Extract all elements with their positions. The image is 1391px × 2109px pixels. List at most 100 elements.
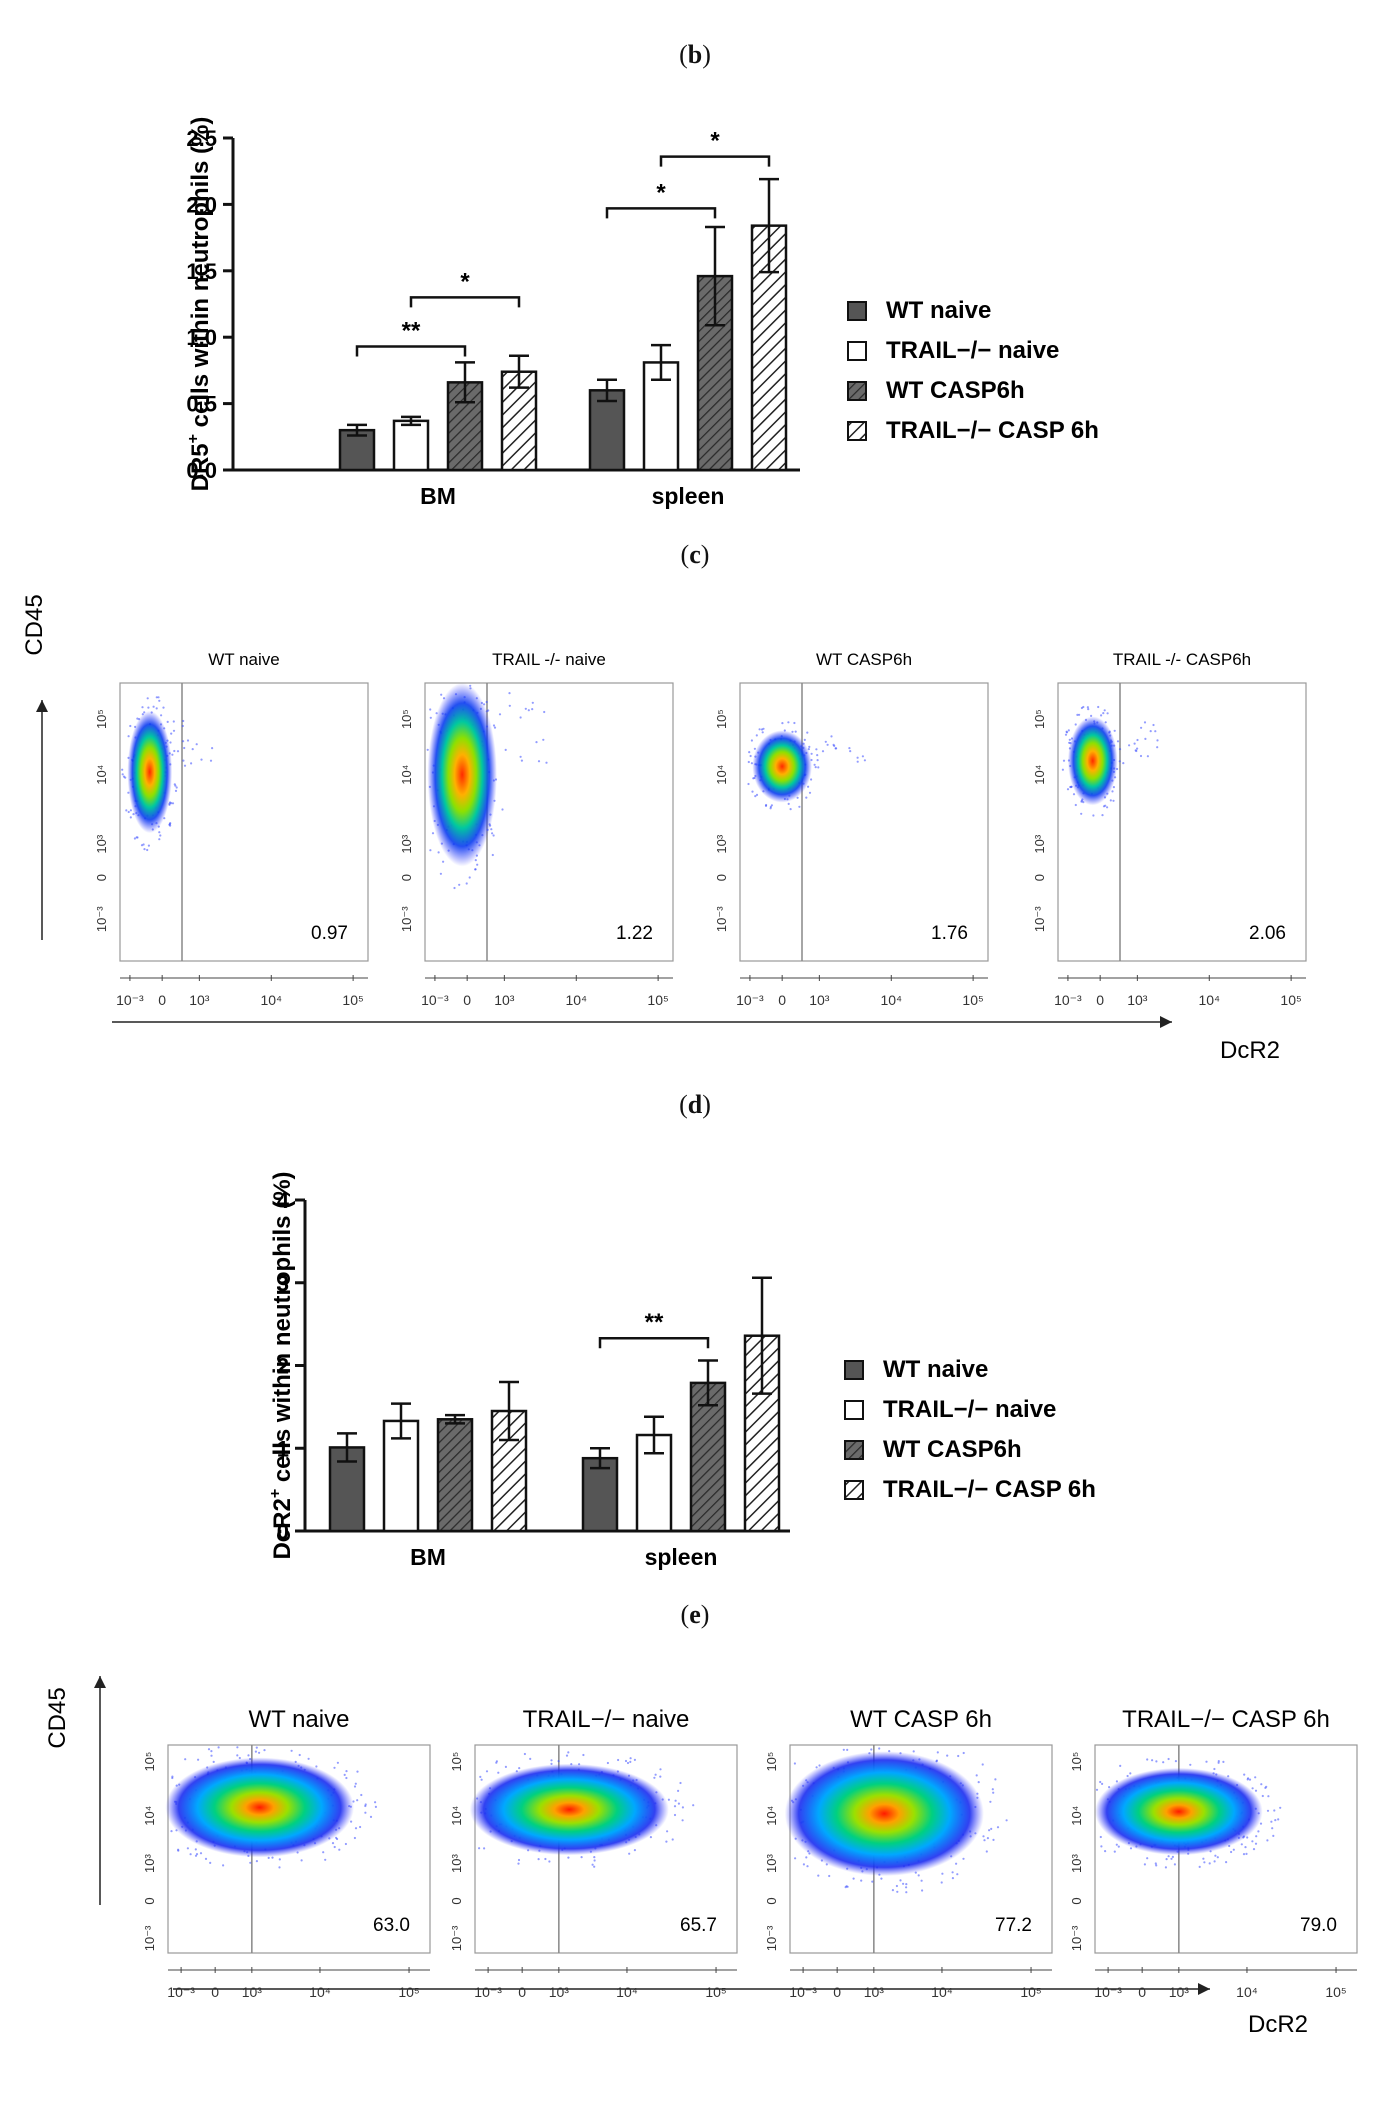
event-dot	[190, 762, 193, 765]
event-dot	[1111, 790, 1114, 793]
gate-percentage: 79.0	[1300, 1915, 1337, 1936]
event-dot	[1122, 762, 1125, 765]
event-dot	[793, 721, 796, 725]
event-dot	[1068, 741, 1071, 744]
event-dot	[267, 1856, 270, 1859]
event-dot	[1266, 1839, 1269, 1842]
event-dot	[322, 1851, 325, 1854]
event-dot	[133, 837, 136, 840]
event-dot	[1146, 1758, 1149, 1761]
event-dot	[1203, 1861, 1206, 1864]
event-dot	[344, 1842, 347, 1846]
event-dot	[350, 1820, 353, 1823]
flow-x-tick-label: 10⁻³	[789, 1984, 817, 2000]
event-dot	[1100, 1845, 1103, 1848]
panel-label-c: (c)	[680, 540, 710, 569]
event-dot	[527, 709, 530, 712]
event-dot	[816, 754, 819, 757]
flow-y-tick-label: 10⁻³	[142, 1925, 157, 1951]
event-dot	[848, 747, 851, 750]
event-dot	[129, 809, 132, 812]
event-dot	[856, 756, 859, 759]
y-tick-label: 4	[277, 1188, 290, 1213]
gate-percentage: 77.2	[995, 1915, 1032, 1936]
legend-label: WT CASP6h	[883, 1436, 1022, 1463]
flow-plot: WT CASP6h 1.76 10⁵ 10⁴ 10³ 0 10⁻³ 10⁻³ 0 10³ 10⁴ 10…	[714, 650, 989, 1008]
flow-x-tick-label: 10⁻³	[421, 992, 449, 1008]
event-dot	[197, 1758, 200, 1761]
event-dot	[548, 1860, 551, 1863]
event-dot	[194, 1848, 197, 1851]
flow-plot-frame	[739, 682, 989, 962]
legend-label: TRAIL−/− naive	[883, 1396, 1056, 1423]
event-dot	[1092, 814, 1095, 817]
density-blob	[752, 730, 812, 803]
event-dot	[1279, 1806, 1282, 1809]
event-dot	[824, 740, 827, 743]
event-dot	[905, 1883, 908, 1886]
significance-label: **	[645, 1309, 664, 1336]
flow-y-tick-label: 0	[714, 874, 729, 881]
flow-x-tick-label: 10⁵	[705, 1984, 726, 2000]
panel-label-e: (e)	[680, 1600, 710, 1629]
event-dot	[878, 1747, 881, 1750]
event-dot	[1154, 730, 1157, 733]
event-dot	[1271, 1827, 1274, 1830]
event-dot	[806, 1865, 809, 1868]
event-dot	[487, 709, 490, 712]
event-dot	[498, 713, 502, 716]
flow-y-tick-label: 10³	[142, 1853, 157, 1872]
event-dot	[921, 1889, 924, 1892]
event-dot	[951, 1871, 954, 1874]
event-dot	[896, 1890, 899, 1893]
event-dot	[1080, 812, 1083, 815]
event-dot	[465, 882, 468, 885]
flow-x-tick-label: 0	[463, 992, 471, 1008]
y-tick-label: 2.0	[186, 192, 217, 217]
event-dot	[535, 741, 538, 744]
y-tick-label: 0.5	[186, 392, 217, 417]
event-dot	[769, 805, 773, 809]
event-dot	[146, 697, 149, 700]
event-dot	[160, 714, 163, 717]
event-dot	[1171, 1855, 1174, 1858]
event-dot	[278, 1858, 281, 1861]
y-axis-label: DcR2+ cells within neutrophils (%)	[267, 1171, 296, 1559]
significance-bracket	[409, 296, 521, 308]
event-dot	[1129, 1772, 1132, 1775]
event-dot	[345, 1770, 348, 1773]
event-dot	[816, 759, 819, 762]
event-dot	[170, 1830, 173, 1833]
event-dot	[1118, 748, 1122, 751]
event-dot	[147, 844, 150, 847]
event-dot	[1064, 733, 1068, 736]
event-dot	[183, 746, 186, 750]
event-dot	[158, 838, 161, 841]
event-dot	[557, 1760, 560, 1763]
event-dot	[125, 809, 128, 812]
flow-x-tick-label: 10⁴	[260, 992, 282, 1008]
event-dot	[1146, 1857, 1149, 1860]
event-dot	[479, 1775, 482, 1778]
event-dot	[981, 1763, 984, 1766]
event-dot	[1117, 1845, 1120, 1848]
event-dot	[813, 763, 816, 766]
event-dot	[236, 1746, 239, 1749]
event-dot	[177, 1849, 180, 1852]
event-dot	[172, 720, 175, 723]
flow-x-tick-label: 10⁻³	[167, 1984, 195, 2000]
event-dot	[1248, 1778, 1252, 1781]
event-dot	[946, 1754, 949, 1757]
event-dot	[1086, 706, 1089, 709]
event-dot	[787, 802, 790, 806]
event-dot	[121, 768, 124, 771]
event-dot	[761, 731, 764, 734]
gate-percentage: 65.7	[680, 1915, 717, 1936]
flow-x-tick-label: 10⁵	[1020, 1984, 1041, 2000]
category-label: spleen	[645, 1544, 718, 1570]
legend-label: WT naive	[883, 1356, 988, 1383]
event-dot	[629, 1760, 632, 1763]
flow-x-tick-label: 0	[211, 1984, 219, 2000]
event-dot	[300, 1859, 303, 1862]
flow-y-tick-label: 0	[1069, 1897, 1084, 1904]
